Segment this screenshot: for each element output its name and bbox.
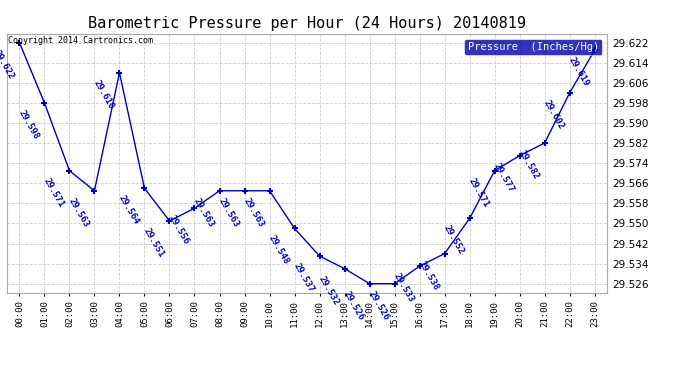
Text: 29.556: 29.556 xyxy=(166,214,190,246)
Text: 29.564: 29.564 xyxy=(117,194,140,226)
Text: 29.622: 29.622 xyxy=(0,48,15,81)
Text: 29.610: 29.610 xyxy=(91,78,115,111)
Text: Copyright 2014 Cartronics.com: Copyright 2014 Cartronics.com xyxy=(8,36,153,45)
Text: 29.563: 29.563 xyxy=(241,196,266,229)
Text: 29.571: 29.571 xyxy=(466,176,491,209)
Text: 29.582: 29.582 xyxy=(517,148,540,181)
Text: 29.538: 29.538 xyxy=(417,259,440,291)
Text: 29.598: 29.598 xyxy=(17,108,40,141)
Text: 29.563: 29.563 xyxy=(217,196,240,229)
Text: 29.526: 29.526 xyxy=(366,289,391,322)
Text: 29.552: 29.552 xyxy=(442,224,466,256)
Title: Barometric Pressure per Hour (24 Hours) 20140819: Barometric Pressure per Hour (24 Hours) … xyxy=(88,16,526,31)
Text: 29.563: 29.563 xyxy=(66,196,90,229)
Text: 29.602: 29.602 xyxy=(542,98,566,131)
Text: 29.577: 29.577 xyxy=(491,161,515,194)
Text: 29.563: 29.563 xyxy=(191,196,215,229)
Text: 29.548: 29.548 xyxy=(266,234,290,266)
Text: 29.537: 29.537 xyxy=(291,262,315,294)
Text: 29.526: 29.526 xyxy=(342,289,366,322)
Text: 29.619: 29.619 xyxy=(566,56,591,88)
Text: 29.532: 29.532 xyxy=(317,274,340,307)
Legend: Pressure  (Inches/Hg): Pressure (Inches/Hg) xyxy=(464,39,602,55)
Text: 29.571: 29.571 xyxy=(41,176,66,209)
Text: 29.533: 29.533 xyxy=(391,272,415,304)
Text: 29.551: 29.551 xyxy=(141,226,166,259)
